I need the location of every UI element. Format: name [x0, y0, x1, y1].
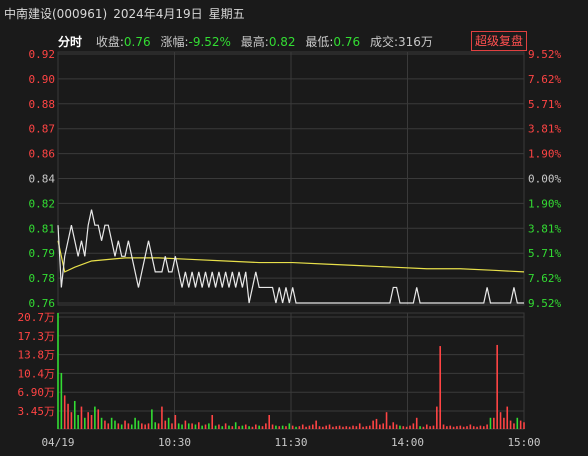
volume-label: 成交: [369, 35, 398, 49]
volume-tick-label: 3.45万 [18, 405, 56, 418]
volume-tick-label: 6.90万 [18, 386, 56, 399]
stock-name: 中南建设(000961) [4, 7, 108, 21]
price-tick-label: 0.92 [29, 48, 56, 61]
price-tick-label: 0.82 [29, 197, 56, 210]
time-tick-label: 04/19 [41, 436, 74, 449]
time-tick-label: 11:30 [274, 436, 307, 449]
price-tick-label: 0.86 [29, 148, 56, 161]
price-tick-label: 0.87 [29, 123, 56, 136]
price-line [57, 209, 524, 304]
pct-tick-label: 5.71% [528, 247, 561, 260]
super-replay-button[interactable]: 超级复盘 [471, 31, 528, 51]
pct-tick-label: 9.52% [528, 48, 561, 61]
volume-tick-label: 13.8万 [18, 349, 56, 362]
pct-tick-label: 7.62% [528, 272, 561, 285]
volume-tick-label: 20.7万 [18, 311, 56, 324]
pct-tick-label: 9.52% [528, 297, 561, 310]
tab-intraday[interactable]: 分时 [58, 35, 83, 49]
price-tick-label: 0.79 [29, 247, 56, 260]
price-tick-label: 0.84 [29, 173, 56, 186]
weekday: 星期五 [208, 7, 245, 21]
pct-tick-label: 5.71% [528, 98, 561, 111]
price-tick-label: 0.81 [29, 222, 56, 235]
price-tick-label: 0.76 [29, 297, 56, 310]
pct-tick-label: 3.81% [528, 123, 561, 136]
avg-price-line [57, 240, 525, 273]
high-label: 最高: [240, 35, 269, 49]
time-tick-label: 10:30 [158, 436, 191, 449]
trade-date: 2024年4月19日 [113, 7, 203, 21]
low-value: 0.76 [333, 35, 361, 49]
volume-tick-label: 17.3万 [18, 330, 56, 343]
volume-tick-label: 10.4万 [18, 367, 56, 380]
time-tick-label: 14:00 [391, 436, 424, 449]
change-value: -9.52% [188, 35, 231, 49]
window-title: 中南建设(000961) 2024年4月19日 星期五 [4, 5, 251, 22]
time-tick-label: 15:00 [507, 436, 540, 449]
low-label: 最低: [305, 35, 334, 49]
pct-tick-label: 3.81% [528, 222, 561, 235]
volume-value: 316万 [398, 35, 433, 49]
pct-tick-label: 0.00% [528, 173, 561, 186]
pct-tick-label: 1.90% [528, 148, 561, 161]
close-label: 收盘: [95, 35, 124, 49]
high-value: 0.82 [268, 35, 296, 49]
close-value: 0.76 [123, 35, 151, 49]
pct-tick-label: 7.62% [528, 73, 561, 86]
pct-tick-label: 1.90% [528, 197, 561, 210]
price-tick-label: 0.88 [29, 98, 56, 111]
price-tick-label: 0.78 [29, 272, 56, 285]
info-bar: 分时 收盘:0.76 涨幅:-9.52% 最高:0.82 最低:0.76 成交:… [58, 33, 439, 50]
change-label: 涨幅: [160, 35, 189, 49]
price-tick-label: 0.90 [29, 73, 56, 86]
